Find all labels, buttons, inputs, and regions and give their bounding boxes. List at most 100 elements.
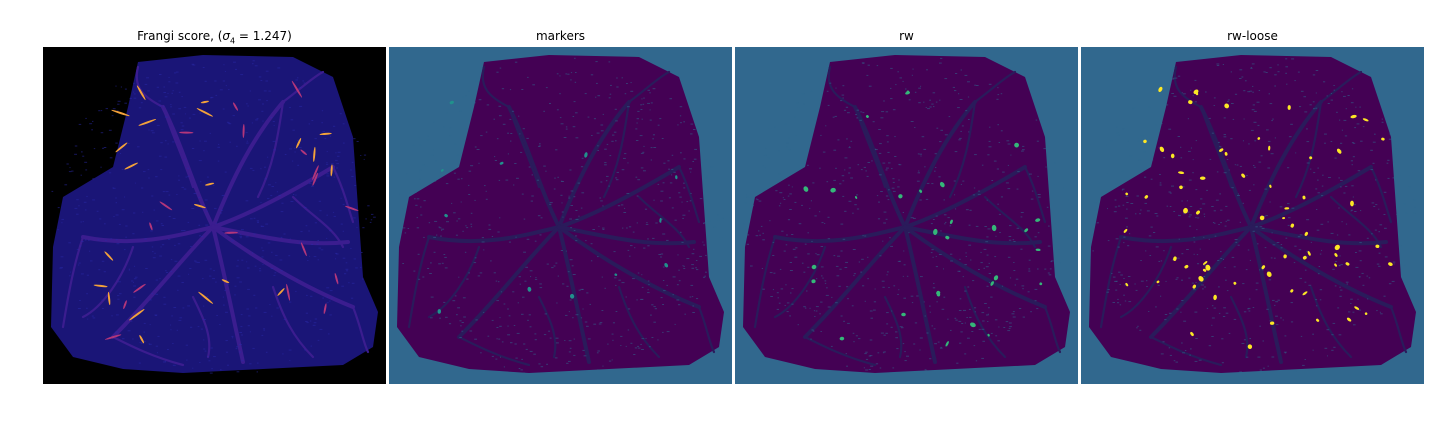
capillary-texture <box>102 308 104 309</box>
capillary-texture <box>831 296 833 298</box>
capillary-texture <box>557 176 559 178</box>
capillary-texture <box>268 90 271 92</box>
capillary-texture <box>254 265 257 267</box>
highlight-spot <box>104 251 114 261</box>
capillary-texture <box>640 104 643 106</box>
capillary-texture <box>565 128 568 130</box>
capillary-texture <box>713 226 717 228</box>
highlight-spot <box>1178 171 1185 175</box>
capillary-texture <box>705 271 707 273</box>
capillary-texture <box>555 337 559 339</box>
capillary-texture <box>337 155 340 157</box>
capillary-texture <box>100 166 102 168</box>
capillary-texture <box>531 174 533 176</box>
capillary-texture <box>90 260 93 262</box>
capillary-texture <box>616 86 619 88</box>
capillary-texture <box>236 346 239 348</box>
capillary-texture <box>333 176 336 178</box>
capillary-texture <box>789 193 792 195</box>
capillary-texture <box>769 220 771 222</box>
capillary-texture <box>689 168 692 170</box>
capillary-texture <box>935 255 937 257</box>
capillary-texture <box>1008 327 1011 329</box>
capillary-texture <box>144 238 147 240</box>
capillary-texture <box>804 243 807 245</box>
capillary-texture <box>499 217 501 219</box>
capillary-texture <box>704 275 706 277</box>
capillary-texture <box>681 241 684 243</box>
capillary-texture <box>1274 137 1276 139</box>
capillary-texture <box>692 312 695 313</box>
capillary-texture <box>160 223 163 225</box>
capillary-texture <box>1253 165 1255 166</box>
capillary-texture <box>297 140 301 142</box>
vessel-segment <box>507 105 541 189</box>
capillary-texture <box>540 217 543 219</box>
capillary-texture <box>1290 123 1293 125</box>
capillary-texture <box>882 286 885 288</box>
capillary-texture <box>193 193 197 194</box>
capillary-texture <box>1022 316 1025 318</box>
capillary-texture <box>226 340 228 341</box>
capillary-texture <box>1007 143 1011 145</box>
capillary-texture <box>943 199 945 201</box>
capillary-texture <box>904 351 906 353</box>
capillary-texture <box>1172 259 1175 261</box>
capillary-texture <box>701 162 703 164</box>
capillary-texture <box>207 356 209 357</box>
capillary-texture <box>257 221 259 223</box>
capillary-texture <box>1248 298 1251 300</box>
capillary-texture <box>996 98 999 100</box>
capillary-texture <box>778 173 781 175</box>
capillary-texture <box>486 104 490 106</box>
capillary-texture <box>448 132 450 134</box>
capillary-texture <box>253 294 256 296</box>
capillary-texture <box>1346 283 1348 285</box>
capillary-texture <box>897 293 899 295</box>
capillary-texture <box>1249 338 1251 339</box>
capillary-texture <box>963 309 966 311</box>
capillary-texture <box>1299 234 1303 236</box>
capillary-texture <box>792 118 794 120</box>
capillary-texture <box>955 73 958 74</box>
capillary-texture <box>199 181 202 183</box>
capillary-texture <box>1331 334 1334 336</box>
highlight-spot <box>1125 282 1129 287</box>
capillary-texture <box>1339 286 1341 288</box>
capillary-texture <box>852 249 856 250</box>
capillary-texture <box>131 320 133 322</box>
capillary-texture <box>773 272 776 274</box>
capillary-texture <box>1194 360 1198 362</box>
capillary-texture <box>1188 277 1191 279</box>
capillary-texture <box>266 100 268 102</box>
capillary-texture <box>938 176 941 178</box>
capillary-texture <box>838 285 841 287</box>
capillary-texture <box>1351 88 1354 90</box>
capillary-texture <box>1120 274 1123 276</box>
highlight-spot <box>1224 103 1230 109</box>
highlight-spot <box>1193 89 1199 95</box>
capillary-texture <box>1173 95 1177 97</box>
capillary-texture <box>789 209 792 210</box>
capillary-texture <box>696 298 699 300</box>
capillary-texture <box>201 236 204 237</box>
capillary-texture <box>1259 269 1261 271</box>
highlight-spot <box>865 115 869 118</box>
capillary-texture <box>575 210 578 211</box>
capillary-texture <box>786 302 790 304</box>
capillary-texture <box>632 278 635 280</box>
capillary-texture <box>439 175 441 177</box>
capillary-texture <box>1280 317 1282 319</box>
highlight-spot <box>232 102 239 111</box>
capillary-texture <box>947 217 950 219</box>
capillary-texture <box>1168 347 1171 349</box>
capillary-texture <box>1195 338 1198 339</box>
capillary-texture <box>496 327 499 328</box>
capillary-texture <box>846 138 848 140</box>
capillary-texture <box>198 224 201 226</box>
capillary-texture <box>807 266 810 268</box>
capillary-texture <box>1050 261 1053 263</box>
capillary-texture <box>1351 164 1353 166</box>
highlight-spot <box>1316 318 1320 322</box>
capillary-texture <box>543 165 546 167</box>
